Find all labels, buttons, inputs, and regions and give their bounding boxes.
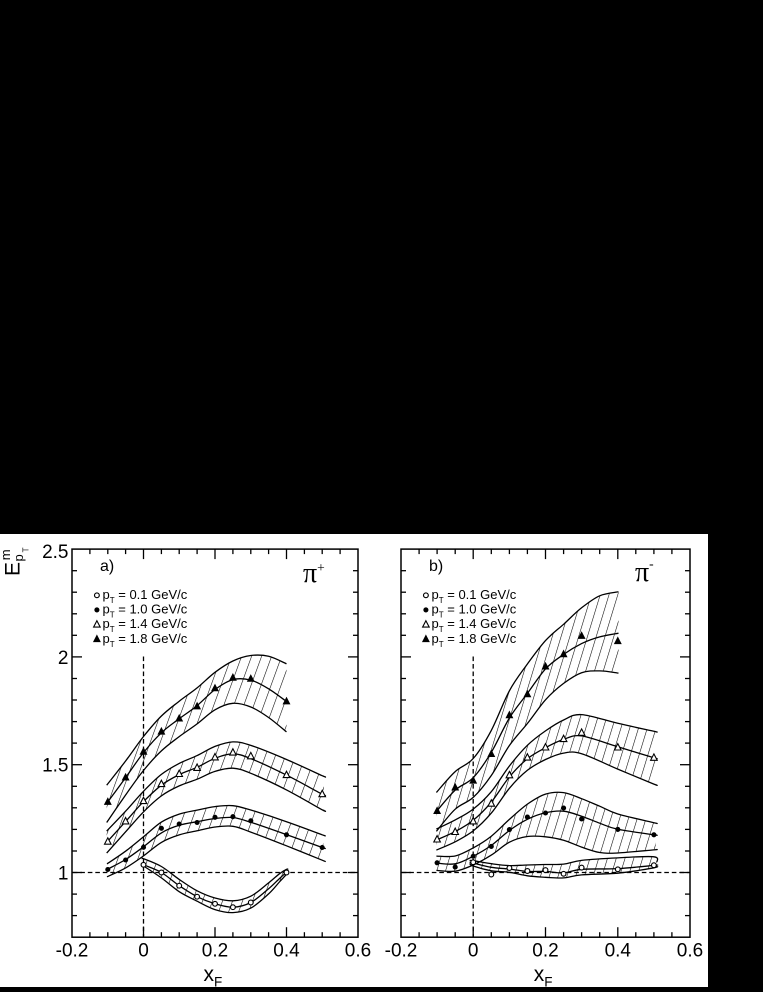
svg-text:0.4: 0.4 xyxy=(273,941,300,962)
svg-text:a): a) xyxy=(100,558,114,575)
svg-text:1: 1 xyxy=(58,863,69,884)
svg-text:pT = 1.8 GeV/c: pT = 1.8 GeV/c xyxy=(432,631,517,649)
svg-text:pT = 1.0 GeV/c: pT = 1.0 GeV/c xyxy=(432,602,517,620)
svg-text:2: 2 xyxy=(58,648,69,669)
svg-text:2.5: 2.5 xyxy=(42,542,68,563)
svg-text:pT = 0.1 GeV/c: pT = 0.1 GeV/c xyxy=(432,587,517,605)
svg-text:0.2: 0.2 xyxy=(532,941,558,962)
svg-text:0.6: 0.6 xyxy=(345,941,371,962)
svg-text:b): b) xyxy=(429,558,443,575)
svg-text:0.2: 0.2 xyxy=(202,941,228,962)
svg-text:-0.2: -0.2 xyxy=(56,941,89,962)
svg-text:pT = 1.8 GeV/c: pT = 1.8 GeV/c xyxy=(103,631,188,649)
svg-text:pT = 1.0 GeV/c: pT = 1.0 GeV/c xyxy=(103,602,188,620)
svg-text:0.6: 0.6 xyxy=(677,941,703,962)
svg-text:pT = 1.4 GeV/c: pT = 1.4 GeV/c xyxy=(103,616,188,634)
svg-text:pT = 1.4 GeV/c: pT = 1.4 GeV/c xyxy=(432,616,517,634)
svg-text:0: 0 xyxy=(138,941,149,962)
svg-text:0.4: 0.4 xyxy=(605,941,632,962)
svg-text:0: 0 xyxy=(468,941,479,962)
svg-text:1.5: 1.5 xyxy=(42,756,68,777)
svg-text:pT = 0.1 GeV/c: pT = 0.1 GeV/c xyxy=(103,587,188,605)
svg-text:-0.2: -0.2 xyxy=(385,941,418,962)
